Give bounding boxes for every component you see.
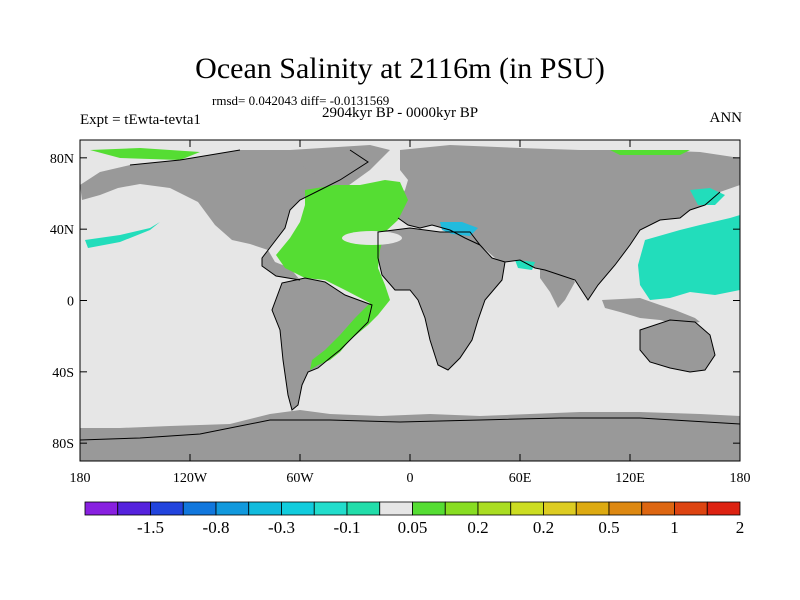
colorbar-label: 0.2 <box>533 518 554 537</box>
coastline-australia <box>639 319 716 373</box>
colorbar-box <box>281 501 315 516</box>
lat-tick-label: 40N <box>50 223 74 238</box>
anomaly-atlantic-green <box>276 180 408 370</box>
anomaly-west-pacific-teal <box>638 215 740 300</box>
colorbar-box <box>444 501 479 516</box>
land-australia <box>640 320 715 372</box>
colorbar-box <box>608 501 643 516</box>
colorbar-box <box>641 501 675 516</box>
experiment-label: Expt = tEwta-tevta1 <box>80 112 201 128</box>
colorbar-box <box>182 501 217 516</box>
stats-subtitle: rmsd= 0.042043 diff= -0.0131569 <box>212 93 390 108</box>
colorbar-box <box>510 501 544 516</box>
colorbar-box <box>84 501 119 516</box>
coastline-eurasia <box>397 191 721 301</box>
coastline-africa <box>377 227 506 371</box>
colorbar-box <box>379 501 413 516</box>
land-antarctica <box>80 410 740 461</box>
lon-tick-label: 120W <box>173 471 208 486</box>
anomaly-atlantic-neutral-patch <box>342 231 402 245</box>
colorbar-label: 1 <box>670 518 679 537</box>
lon-tick-label: 60W <box>286 471 314 486</box>
lat-tick-label: 80N <box>50 152 74 167</box>
colorbar-label: -0.1 <box>334 518 361 537</box>
coastline-antarctica <box>79 417 741 441</box>
lon-tick-label: 120E <box>615 471 645 486</box>
latitude-axis: 80N 40N 0 40S 80S <box>50 152 740 452</box>
colorbar-box <box>706 501 741 516</box>
colorbar-box <box>248 501 282 516</box>
map-plot <box>79 139 741 462</box>
lat-tick-label: 0 <box>67 295 74 310</box>
land-india <box>540 262 575 308</box>
colorbar-box <box>412 501 446 516</box>
colorbar-box <box>674 501 708 516</box>
lon-tick-label: 180 <box>70 471 91 486</box>
colorbar-box <box>215 501 250 516</box>
colorbar-label: -0.8 <box>203 518 230 537</box>
lon-tick-label: 0 <box>407 471 414 486</box>
colorbar-label: -1.5 <box>137 518 164 537</box>
land-greenland <box>290 145 390 190</box>
land-eurasia <box>398 145 740 300</box>
coastline-north-america <box>129 149 369 281</box>
longitude-axis: 180 120W 60W 0 60E 120E 180 <box>70 140 751 486</box>
season-label: ANN <box>709 110 743 126</box>
lat-tick-label: 80S <box>52 437 74 452</box>
anomaly-japan-teal <box>690 188 725 205</box>
colorbar-box <box>346 501 381 516</box>
land-south-america <box>272 278 372 410</box>
lon-tick-label: 180 <box>730 471 751 486</box>
colorbar-label: 0.2 <box>467 518 488 537</box>
colorbar-label: 2 <box>736 518 745 537</box>
lat-tick-label: 40S <box>52 366 74 381</box>
colorbar-label: -0.3 <box>268 518 295 537</box>
colorbar-box <box>477 501 512 516</box>
map-title: Ocean Salinity at 2116m (in PSU) <box>195 52 605 85</box>
period-subtitle: 2904kyr BP - 0000kyr BP <box>322 105 479 121</box>
lon-tick-label: 60E <box>509 471 532 486</box>
coastline-south-america <box>271 277 373 411</box>
anomaly-arabian-teal <box>515 260 535 270</box>
colorbar-label: 0.5 <box>598 518 619 537</box>
colorbar: -1.5 -0.8 -0.3 -0.1 0.05 0.2 0.2 0.5 1 2 <box>84 501 745 537</box>
colorbar-box <box>117 501 151 516</box>
anomaly-arctic-green <box>90 148 200 160</box>
land-north-america <box>80 150 368 280</box>
anomaly-north-pacific-teal <box>85 222 160 248</box>
land-indonesia <box>602 298 700 325</box>
colorbar-box <box>575 501 610 516</box>
anomaly-arctic-green-2 <box>610 150 690 155</box>
colorbar-label: 0.05 <box>398 518 428 537</box>
colorbar-box <box>543 501 577 516</box>
colorbar-box <box>150 501 184 516</box>
colorbar-box <box>313 501 348 516</box>
